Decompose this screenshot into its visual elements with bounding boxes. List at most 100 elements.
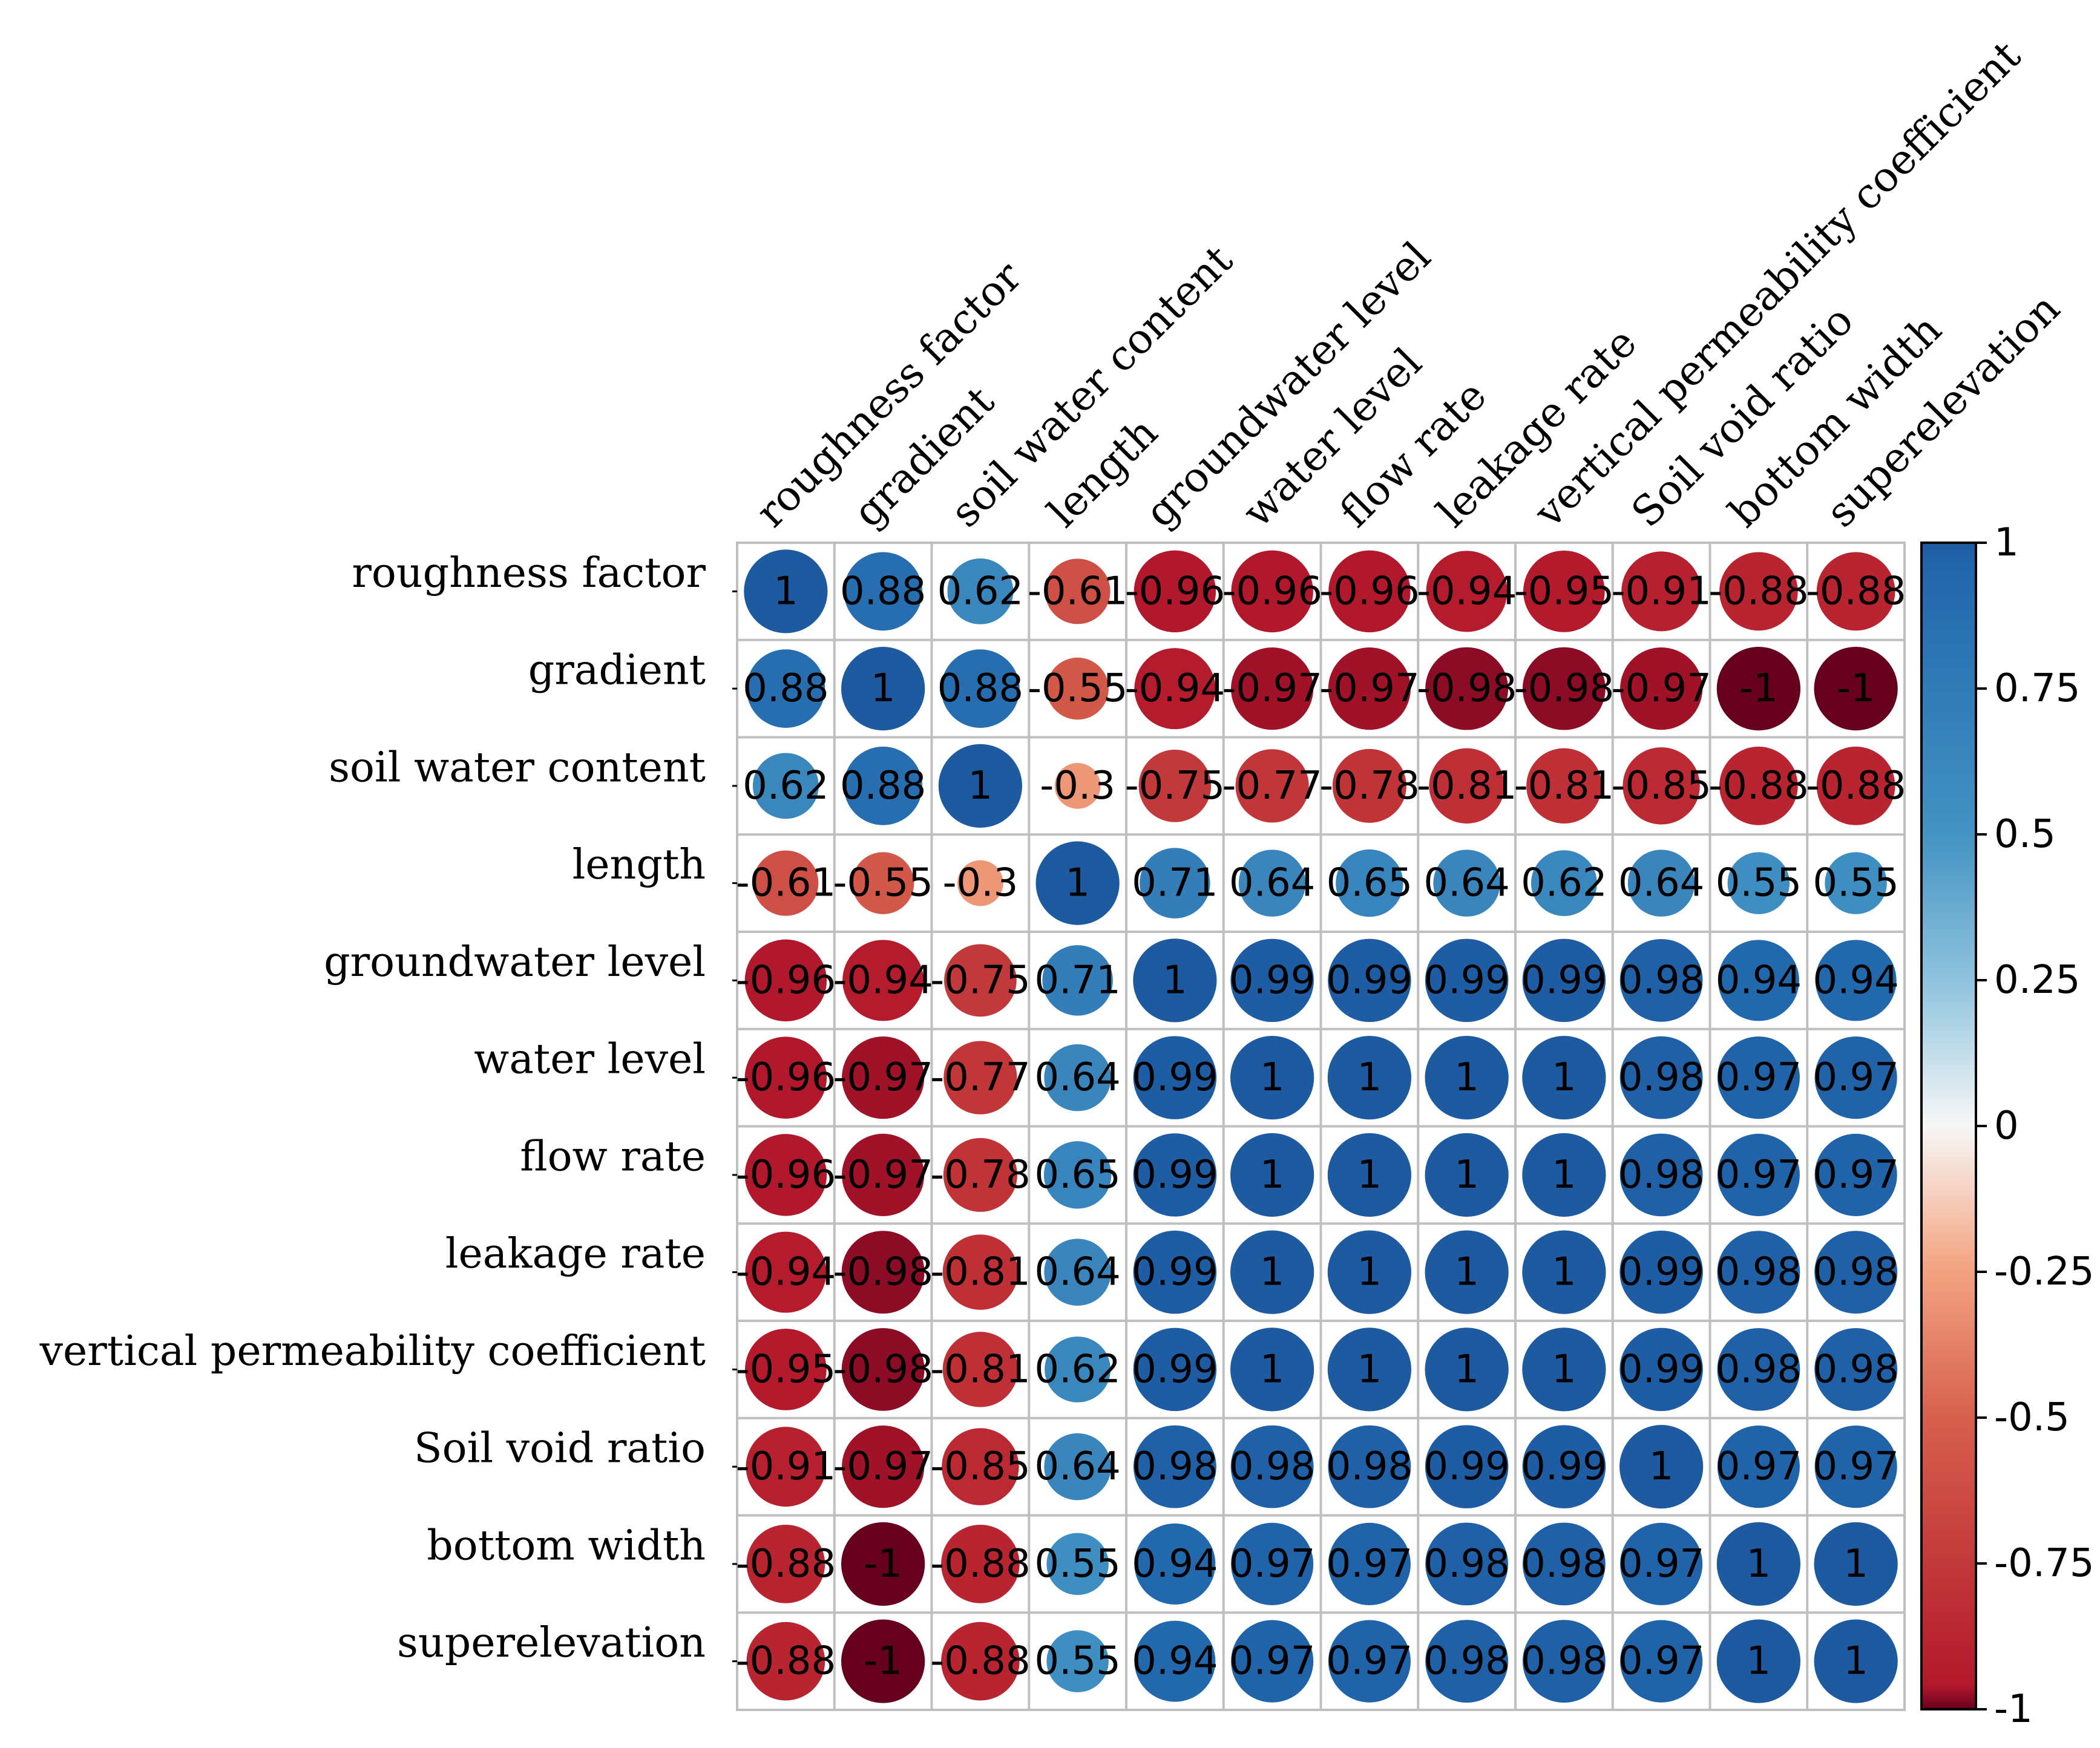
corr-circle-r4-c2 — [944, 944, 1017, 1017]
colorbar-tick-label: -0.25 — [1994, 1249, 2095, 1294]
corr-circle-r7-c6 — [1327, 1230, 1411, 1314]
corr-circle-r10-c6 — [1328, 1522, 1411, 1605]
colorbar-tick-label: 0.5 — [1994, 812, 2056, 857]
corr-circle-r5-c8 — [1522, 1036, 1606, 1120]
corr-value-r3-c7: 0.64 — [1423, 861, 1510, 906]
corr-circle-r5-c0 — [744, 1036, 827, 1119]
corr-circle-r11-c1 — [841, 1619, 925, 1703]
corr-circle-r7-c9 — [1619, 1230, 1703, 1314]
corr-value-r1-c8: -0.98 — [1514, 666, 1615, 711]
corr-value-r2-c6: -0.78 — [1319, 764, 1420, 808]
corr-circle-r7-c11 — [1814, 1231, 1898, 1314]
corr-circle-r6-c1 — [842, 1133, 925, 1216]
row-label: soil water content — [329, 744, 706, 791]
corr-value-r4-c11: 0.94 — [1813, 958, 1899, 1003]
corr-circle-r9-c10 — [1717, 1426, 1800, 1508]
corr-circle-r10-c2 — [941, 1525, 1020, 1603]
corr-value-r3-c4: 0.71 — [1132, 861, 1218, 906]
corr-value-r4-c4: 1 — [1163, 958, 1187, 1003]
corr-circle-r4-c11 — [1815, 940, 1897, 1021]
corr-circle-r4-c9 — [1619, 938, 1703, 1022]
corr-circle-r1-c6 — [1328, 647, 1411, 730]
corr-value-r7-c9: 0.99 — [1618, 1250, 1705, 1295]
corr-value-r7-c3: 0.64 — [1034, 1250, 1121, 1295]
corr-value-r10-c3: 0.55 — [1034, 1542, 1121, 1586]
corr-value-r2-c9: -0.85 — [1611, 764, 1711, 808]
corr-value-r3-c6: 0.65 — [1327, 861, 1413, 906]
colorbar-tick-label: 0.25 — [1994, 958, 2081, 1003]
corr-value-r9-c9: 1 — [1649, 1444, 1674, 1489]
corr-value-r7-c6: 1 — [1357, 1250, 1382, 1295]
corr-circle-r0-c1 — [844, 552, 922, 631]
corr-value-r6-c1: -0.97 — [833, 1153, 933, 1197]
corr-circle-r1-c2 — [941, 649, 1020, 728]
corr-circle-r0-c9 — [1621, 551, 1702, 632]
corr-value-r6-c3: 0.65 — [1034, 1153, 1121, 1197]
corr-circle-r8-c5 — [1230, 1327, 1314, 1412]
corr-circle-r6-c11 — [1814, 1133, 1897, 1216]
corr-circle-r4-c4 — [1133, 938, 1217, 1023]
corr-value-r3-c2: -0.3 — [942, 861, 1018, 906]
corr-circle-r1-c8 — [1522, 647, 1606, 730]
corr-circle-r10-c10 — [1716, 1522, 1800, 1606]
corr-circle-r2-c0 — [752, 753, 819, 819]
corr-value-r8-c4: 0.99 — [1132, 1347, 1218, 1392]
corr-value-r2-c0: 0.62 — [743, 764, 829, 808]
corr-circle-r5-c11 — [1814, 1036, 1897, 1119]
corr-circle-r9-c9 — [1619, 1425, 1704, 1509]
corr-value-r8-c5: 1 — [1260, 1347, 1285, 1392]
row-label: gradient — [528, 647, 706, 695]
corr-value-r7-c1: -0.98 — [833, 1250, 933, 1295]
corr-circle-r9-c5 — [1230, 1425, 1314, 1508]
row-label: superelevation — [397, 1619, 706, 1667]
corr-circle-r9-c1 — [842, 1426, 925, 1508]
corr-value-r5-c7: 1 — [1454, 1055, 1479, 1100]
corr-value-r8-c3: 0.62 — [1034, 1347, 1121, 1392]
corr-circle-r8-c2 — [942, 1332, 1019, 1407]
corr-circle-r1-c4 — [1134, 648, 1216, 730]
corr-circle-r6-c3 — [1043, 1141, 1112, 1209]
corr-value-r4-c3: 0.71 — [1034, 958, 1121, 1003]
corr-value-r8-c11: 0.98 — [1813, 1347, 1899, 1392]
corr-value-r11-c3: 0.55 — [1034, 1639, 1121, 1684]
corr-circle-r10-c1 — [841, 1522, 925, 1606]
corr-value-r0-c6: -0.96 — [1319, 569, 1420, 614]
corr-circle-r8-c4 — [1133, 1327, 1217, 1412]
corr-value-r1-c7: -0.98 — [1417, 666, 1517, 711]
corr-circle-r3-c10 — [1727, 852, 1790, 914]
corr-value-r5-c9: 0.98 — [1618, 1055, 1705, 1100]
corr-circle-r11-c4 — [1134, 1620, 1216, 1702]
corr-circle-r3-c9 — [1627, 849, 1695, 917]
corr-circle-r2-c9 — [1623, 747, 1700, 825]
corr-value-r1-c4: -0.94 — [1125, 666, 1226, 711]
corr-circle-r8-c3 — [1045, 1336, 1111, 1403]
row-label: groundwater level — [324, 938, 706, 986]
corr-circle-r3-c3 — [1035, 841, 1120, 925]
corr-circle-r11-c7 — [1425, 1620, 1509, 1703]
corr-circle-r3-c7 — [1433, 849, 1500, 917]
corr-circle-r1-c3 — [1046, 657, 1109, 720]
corr-value-r11-c1: -1 — [864, 1639, 902, 1684]
corr-value-r10-c6: 0.97 — [1327, 1542, 1413, 1586]
corr-value-r9-c7: 0.99 — [1423, 1444, 1510, 1489]
corr-circle-r11-c2 — [941, 1622, 1020, 1701]
corr-circle-r3-c2 — [957, 860, 1003, 906]
corr-value-r3-c9: 0.64 — [1618, 861, 1705, 906]
corr-value-r8-c0: -0.95 — [736, 1347, 836, 1392]
corr-value-r10-c2: -0.88 — [930, 1542, 1031, 1586]
row-label: flow rate — [520, 1133, 706, 1180]
corr-circle-r2-c11 — [1816, 747, 1895, 825]
corr-value-r2-c8: -0.81 — [1514, 764, 1615, 808]
corr-value-r7-c8: 1 — [1552, 1250, 1577, 1295]
corr-value-r9-c0: -0.91 — [736, 1444, 836, 1489]
corr-value-r6-c0: -0.96 — [736, 1153, 836, 1197]
corr-value-r7-c7: 1 — [1454, 1250, 1479, 1295]
corr-circle-r6-c0 — [744, 1134, 827, 1216]
corr-value-r9-c5: 0.98 — [1229, 1444, 1316, 1489]
corr-value-r3-c3: 1 — [1065, 861, 1090, 906]
corr-circle-r0-c5 — [1231, 550, 1313, 633]
corr-circle-r0-c3 — [1045, 558, 1111, 624]
corr-value-r0-c7: -0.94 — [1417, 569, 1517, 614]
row-label: roughness factor — [352, 549, 706, 597]
